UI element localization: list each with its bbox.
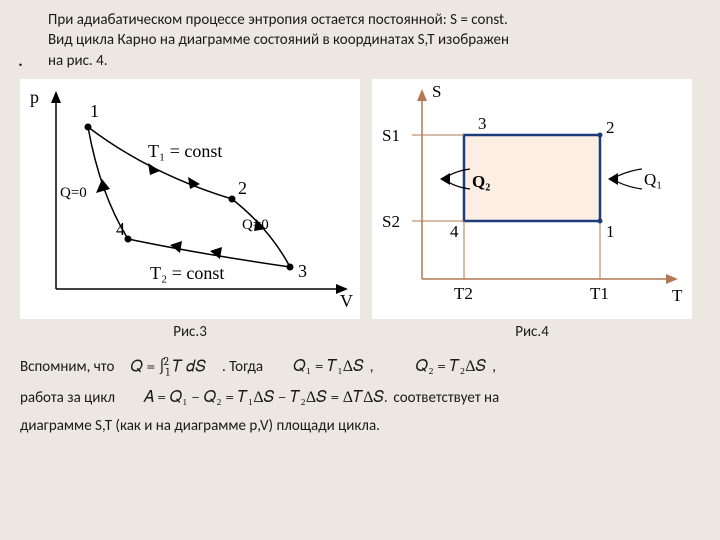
pv-q0b: Q=0 xyxy=(242,217,269,233)
pv-xlabel: V xyxy=(340,291,353,311)
st-q2: Q₂ xyxy=(472,172,490,191)
st-pt1: 1 xyxy=(606,222,615,241)
st-s2: S2 xyxy=(382,212,400,231)
formula-q1: 𝑄₁ = 𝑇₁Δ𝑆 xyxy=(293,357,364,376)
figures-row: p V 1 2 3 4 T₁ = const T₂ = const xyxy=(20,79,700,319)
bullet-dot: . xyxy=(18,48,23,72)
pv-ylabel: p xyxy=(30,87,39,107)
st-pt3: 3 xyxy=(478,114,487,133)
pv-pt2: 2 xyxy=(238,178,247,198)
intro-text: При адиабатическом процессе энтропия ост… xyxy=(48,10,700,71)
formula-q2: 𝑄₂ = 𝑇₂Δ𝑆 xyxy=(416,357,487,376)
formula-integral: 𝑄 = ∫12 𝑇 𝑑𝑆 xyxy=(130,355,206,379)
st-pt2: 2 xyxy=(606,118,615,137)
intro-l1: При адиабатическом процессе энтропия ост… xyxy=(48,11,508,29)
pv-q0a: Q=0 xyxy=(60,185,87,201)
intro-l2: Вид цикла Карно на диаграмме состояний в… xyxy=(48,31,509,49)
pv-pt4: 4 xyxy=(116,219,125,239)
work-line: работа за цикл 𝐴 = 𝑄₁ − 𝑄₂ = 𝑇₁Δ𝑆 − 𝑇₂Δ𝑆… xyxy=(20,388,700,407)
pv-pt3: 3 xyxy=(298,261,307,281)
formula-a: 𝐴 = 𝑄₁ − 𝑄₂ = 𝑇₁Δ𝑆 − 𝑇₂Δ𝑆 = Δ𝑇Δ𝑆. xyxy=(143,388,387,407)
work-line-cont: диаграмме S,T (как и на диаграмме p,V) п… xyxy=(20,417,700,435)
st-pt4: 4 xyxy=(450,222,459,241)
pv-pt1: 1 xyxy=(90,101,99,121)
pv-diagram: p V 1 2 3 4 T₁ = const T₂ = const xyxy=(20,79,360,319)
work-t2: соответствует на xyxy=(393,389,499,407)
intro-l3: на рис. 4. xyxy=(48,52,108,70)
captions-row: Рис.3 Рис.4 xyxy=(20,323,700,341)
st-s1: S1 xyxy=(382,126,400,145)
recall-line: Вспомним, что 𝑄 = ∫12 𝑇 𝑑𝑆 . Тогда 𝑄₁ = … xyxy=(20,355,700,379)
st-t1: T1 xyxy=(590,284,609,303)
pv-t2: T₂ = const xyxy=(150,263,224,283)
comma1: , xyxy=(370,358,374,376)
st-q1: Q₁ xyxy=(644,170,662,189)
recall-t1: Вспомним, что xyxy=(20,358,114,376)
st-diagram: S T S1 S2 T2 T1 3 2 1 4 Q₁ xyxy=(372,79,692,319)
work-t1: работа за цикл xyxy=(20,389,115,407)
st-t2: T2 xyxy=(454,284,473,303)
caption-fig3: Рис.3 xyxy=(20,323,360,341)
st-ylabel: S xyxy=(432,82,441,101)
comma2: , xyxy=(492,358,496,376)
st-xlabel: T xyxy=(672,286,683,305)
pv-t1: T₁ = const xyxy=(148,141,222,161)
q1-arrow: Q₁ xyxy=(608,169,662,189)
caption-fig4: Рис.4 xyxy=(372,323,692,341)
recall-t2: . Тогда xyxy=(222,358,263,376)
